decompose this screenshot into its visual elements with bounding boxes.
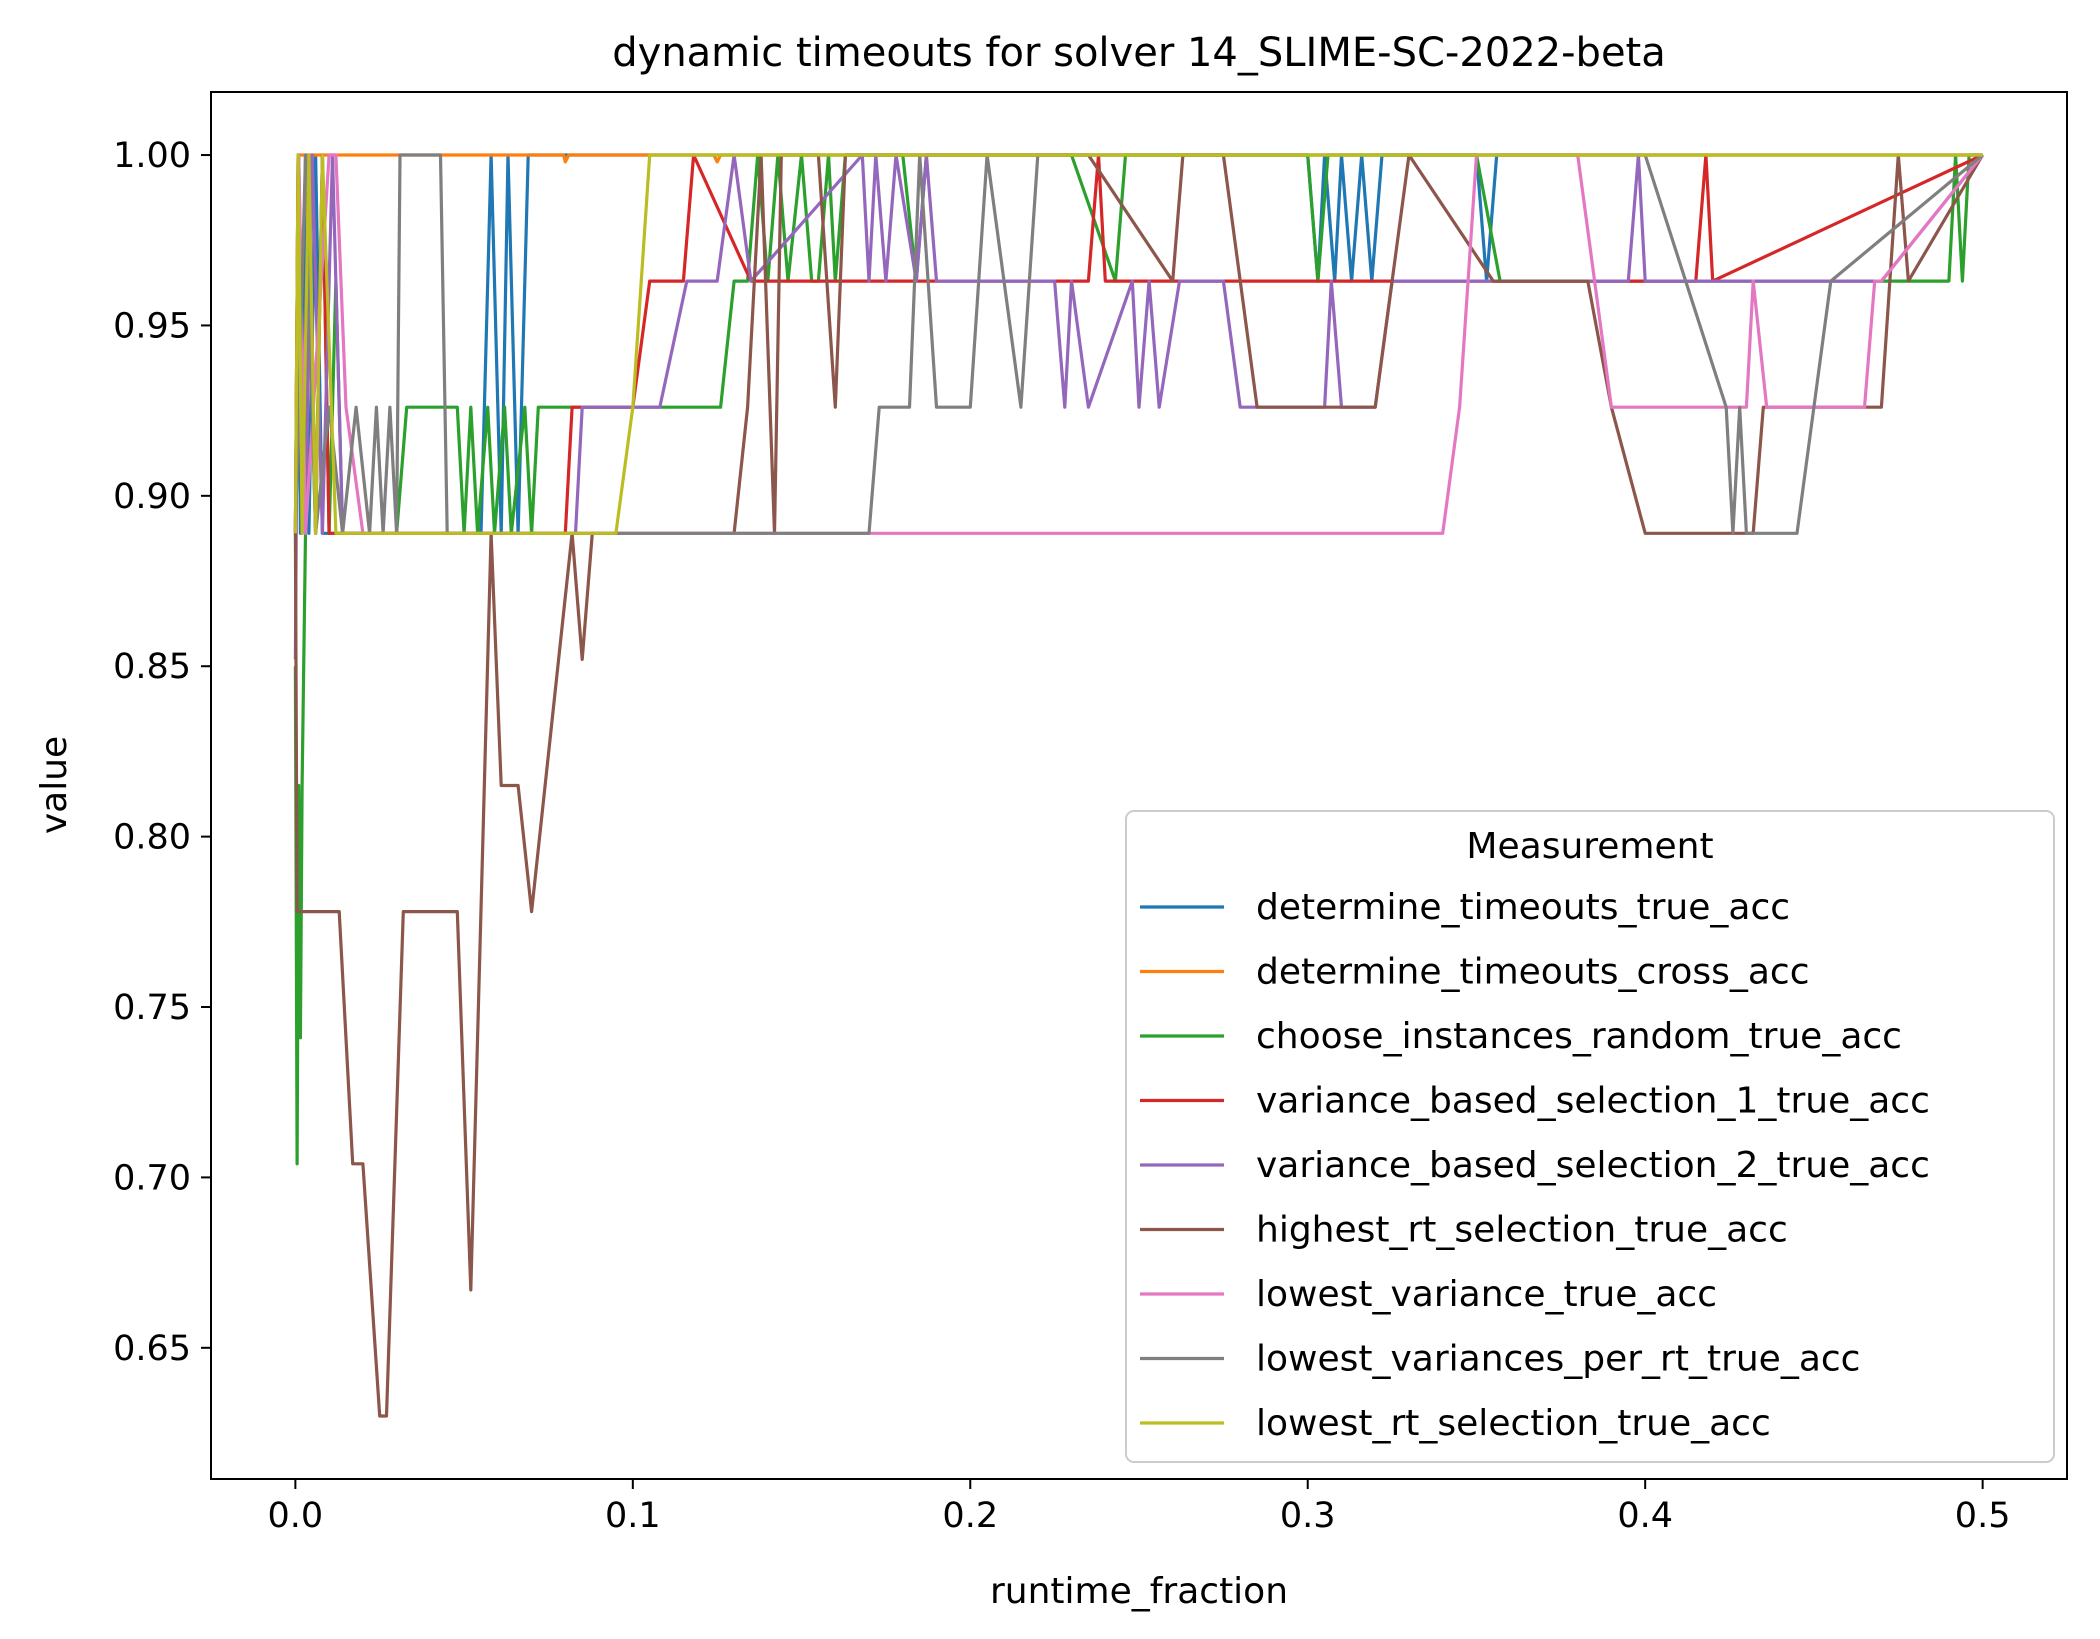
legend: Measurement determine_timeouts_true_accd… xyxy=(1125,810,2055,1463)
x-axis-label: runtime_fraction xyxy=(990,1571,1288,1612)
legend-title: Measurement xyxy=(1466,826,1713,867)
series-layer xyxy=(293,153,1984,1418)
y-axis: 0.65 0.70 0.75 0.80 0.85 0.90 0.95 1.00 xyxy=(113,136,211,1369)
legend-label-lowest_rt_selection_true_acc: lowest_rt_selection_true_acc xyxy=(1256,1403,1771,1444)
y-tick-label: 1.00 xyxy=(113,136,191,176)
y-tick-label: 0.85 xyxy=(113,647,191,687)
legend-box xyxy=(1125,810,2055,1463)
x-tick-label: 0.5 xyxy=(1955,1496,2011,1536)
y-tick-label: 0.75 xyxy=(113,988,191,1028)
y-tick-label: 0.70 xyxy=(113,1158,191,1198)
legend-label-variance_based_selection_1_true_acc: variance_based_selection_1_true_acc xyxy=(1256,1081,1930,1122)
chart-title: dynamic timeouts for solver 14_SLIME-SC-… xyxy=(612,30,1666,76)
x-tick-label: 0.0 xyxy=(268,1496,324,1536)
legend-label-lowest_variance_true_acc: lowest_variance_true_acc xyxy=(1256,1274,1717,1315)
y-tick-label: 0.90 xyxy=(113,477,191,517)
y-tick-label: 0.65 xyxy=(113,1329,191,1369)
y-tick-label: 0.95 xyxy=(113,306,191,346)
legend-label-determine_timeouts_cross_acc: determine_timeouts_cross_acc xyxy=(1256,952,1810,993)
series-line-lowest_rt_selection_true_acc xyxy=(293,153,1983,535)
legend-label-determine_timeouts_true_acc: determine_timeouts_true_acc xyxy=(1256,887,1790,928)
plot-frame xyxy=(210,91,2068,1480)
legend-label-highest_rt_selection_true_acc: highest_rt_selection_true_acc xyxy=(1256,1210,1788,1251)
legend-items: determine_timeouts_true_acc determine_tim… xyxy=(1140,887,1930,1444)
series-line-lowest_variances_per_rt_true_acc xyxy=(293,153,1984,535)
legend-label-choose_instances_random_true_acc: choose_instances_random_true_acc xyxy=(1256,1016,1902,1057)
x-tick-label: 0.2 xyxy=(942,1496,998,1536)
y-tick-label: 0.80 xyxy=(113,818,191,858)
legend-label-variance_based_selection_2_true_acc: variance_based_selection_2_true_acc xyxy=(1256,1145,1930,1186)
x-tick-label: 0.1 xyxy=(605,1496,661,1536)
x-tick-label: 0.3 xyxy=(1280,1496,1336,1536)
y-axis-label: value xyxy=(34,736,75,834)
x-tick-label: 0.4 xyxy=(1617,1496,1673,1536)
legend-label-lowest_variances_per_rt_true_acc: lowest_variances_per_rt_true_acc xyxy=(1256,1339,1860,1380)
x-axis: 0.0 0.1 0.2 0.3 0.4 0.5 xyxy=(268,1479,2011,1536)
